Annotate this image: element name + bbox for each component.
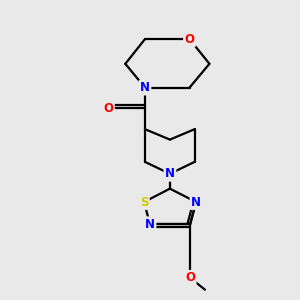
Text: N: N bbox=[140, 81, 150, 94]
Text: N: N bbox=[145, 218, 155, 231]
Text: O: O bbox=[103, 102, 113, 115]
Text: N: N bbox=[191, 196, 201, 208]
Text: O: O bbox=[184, 33, 194, 46]
Text: S: S bbox=[140, 196, 148, 208]
Text: N: N bbox=[165, 167, 175, 180]
Text: O: O bbox=[185, 271, 195, 284]
